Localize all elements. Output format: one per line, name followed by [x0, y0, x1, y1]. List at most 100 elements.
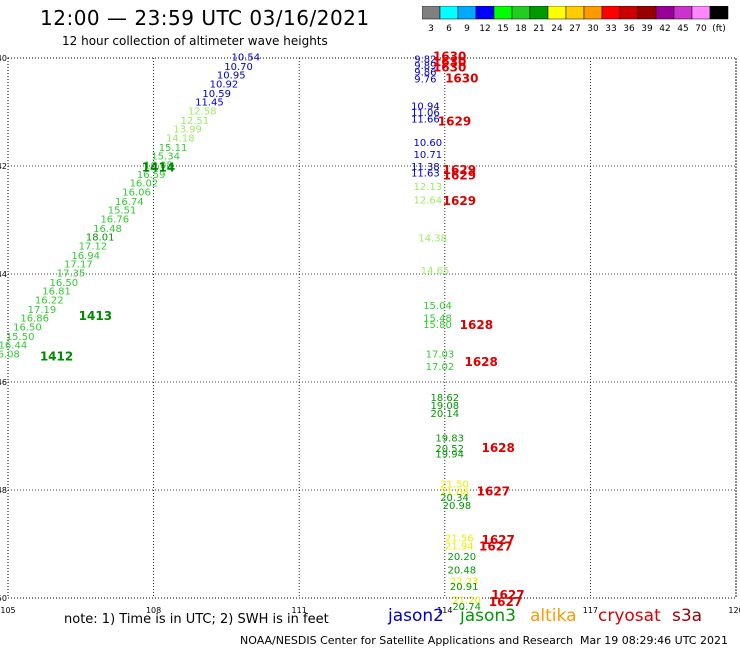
- swh-value-label: 12.64: [413, 195, 442, 206]
- swh-value-label: 16.06: [122, 188, 151, 199]
- swh-value-label: 15.48: [423, 314, 452, 325]
- swh-value-label: 11.63: [411, 168, 440, 179]
- swh-value-label: 11.66: [411, 114, 440, 125]
- pass-time-label: 1628: [481, 441, 514, 455]
- swh-value-label: 19.83: [435, 433, 464, 444]
- colorbar-swatch: [709, 6, 729, 20]
- colorbar-label: 27: [569, 24, 580, 34]
- colorbar-label: 18: [515, 24, 527, 34]
- swh-value-label: 12.51: [181, 116, 210, 127]
- swh-value-label: 12.13: [413, 182, 442, 193]
- colorbar-label: 36: [623, 24, 635, 34]
- swh-value-label: 16.05: [144, 161, 173, 172]
- swh-value-label: 16.48: [93, 224, 122, 235]
- colorbar-label: 3: [428, 24, 434, 34]
- pass-time-label: 1629: [443, 194, 476, 208]
- swh-value-label: 10.60: [413, 138, 442, 149]
- pass-time-label: 1630: [433, 55, 466, 69]
- swh-value-label: 9.82: [414, 54, 436, 65]
- swh-value-label: 10.95: [217, 71, 246, 82]
- pass-time-label: 1628: [464, 355, 497, 369]
- x-tick-label: 117: [583, 606, 598, 615]
- colorbar-label: 9: [464, 24, 470, 34]
- swh-value-label: 17.35: [57, 269, 86, 280]
- pass-time-label: 1414: [142, 160, 175, 174]
- swh-value-label: 10.94: [411, 101, 440, 112]
- y-tick-label: -44: [0, 270, 7, 279]
- swh-value-label: 10.59: [202, 89, 231, 100]
- timestamp: Mar 19 08:29:46 UTC 2021: [580, 634, 728, 647]
- swh-value-label: 20.34: [440, 493, 469, 504]
- colorbar-label: 12: [479, 24, 490, 34]
- swh-value-label: 17.03: [426, 350, 455, 361]
- swh-value-label: 16.08: [0, 350, 20, 361]
- credit: NOAA/NESDIS Center for Satellite Applica…: [240, 634, 574, 647]
- swh-value-label: 15.34: [151, 152, 180, 163]
- pass-time-label: 1627: [477, 484, 510, 498]
- swh-value-label: 21.08: [440, 487, 469, 498]
- colorbar-label: 70: [695, 24, 707, 34]
- swh-value-label: 16.76: [100, 215, 129, 226]
- swh-value-label: 16.02: [130, 179, 159, 190]
- swh-value-label: 17.17: [64, 260, 93, 271]
- pass-time-label: 1627: [481, 533, 514, 547]
- swh-value-label: 16.94: [71, 251, 100, 262]
- swh-value-label: 10.92: [210, 80, 239, 91]
- colorbar-label: 24: [551, 24, 563, 34]
- colorbar-label: 45: [677, 24, 688, 34]
- colorbar-label: 42: [659, 24, 670, 34]
- swh-value-label: 19.08: [430, 401, 459, 412]
- colorbar-label: 15: [497, 24, 508, 34]
- swh-value-label: 11.06: [411, 108, 440, 119]
- swh-value-label: 17.12: [79, 242, 108, 253]
- swh-value-label: 20.14: [430, 409, 459, 420]
- legend-item-jason3: jason3: [460, 606, 516, 626]
- y-tick-label: -48: [0, 486, 7, 495]
- swh-value-label: 11.38: [411, 162, 440, 173]
- page-subtitle: 12 hour collection of altimeter wave hei…: [62, 34, 328, 48]
- swh-value-label: 20.48: [447, 566, 476, 577]
- x-tick-label: 105: [0, 606, 15, 615]
- colorbar-label: 30: [587, 24, 599, 34]
- swh-value-label: 21.20: [452, 595, 481, 606]
- swh-value-label: 15.51: [108, 206, 137, 217]
- swh-value-label: 9.89: [414, 61, 436, 72]
- swh-value-label: 11.45: [195, 98, 224, 109]
- x-tick-label: 108: [146, 606, 161, 615]
- swh-value-label: 16.44: [0, 341, 27, 352]
- swh-value-label: 20.98: [443, 501, 472, 512]
- swh-value-label: 20.74: [452, 602, 481, 613]
- swh-value-label: 20.20: [447, 552, 476, 563]
- y-tick-label: -40: [0, 54, 7, 63]
- swh-value-label: 21.94: [445, 541, 474, 552]
- colorbar-label: (ft): [712, 24, 726, 34]
- swh-value-label: 17.02: [426, 362, 455, 373]
- swh-value-label: 18.01: [86, 233, 115, 244]
- swh-value-label: 16.81: [42, 287, 71, 298]
- colorbar: 3 6 9 12 15 18 21 24 27 30 33 36 39 42 45 70 (ft): [422, 6, 729, 34]
- swh-value-label: 16.22: [35, 296, 64, 307]
- swh-value-label: 16.50: [49, 278, 78, 289]
- colorbar-label: 39: [641, 24, 653, 34]
- swh-value-label: 10.71: [413, 150, 442, 161]
- swh-value-label: 15.80: [423, 320, 452, 331]
- swh-value-label: 16.50: [13, 323, 42, 334]
- y-tick-label: -50: [0, 594, 7, 603]
- legend-item-altika: altika: [530, 606, 577, 626]
- colorbar-label: 33: [605, 24, 616, 34]
- swh-value-label: 21.56: [445, 533, 474, 544]
- swh-value-label: 19.94: [435, 450, 464, 461]
- colorbar-label: 6: [446, 24, 452, 34]
- swh-value-label: 14.38: [418, 234, 447, 245]
- y-tick-label: -46: [0, 378, 7, 387]
- swh-value-label: 10.70: [224, 62, 253, 73]
- pass-time-label: 1629: [443, 169, 476, 183]
- pass-time-label: 1630: [433, 61, 466, 75]
- swh-value-label: 22.23: [450, 577, 479, 588]
- pass-time-label: 1629: [443, 163, 476, 177]
- page-title: 12:00 — 23:59 UTC 03/16/2021: [40, 6, 370, 30]
- pass-time-label: 1630: [445, 71, 478, 85]
- swh-value-label: 20.52: [435, 444, 464, 455]
- x-tick-label: 114: [437, 606, 452, 615]
- legend-item-cryosat: cryosat: [598, 606, 661, 626]
